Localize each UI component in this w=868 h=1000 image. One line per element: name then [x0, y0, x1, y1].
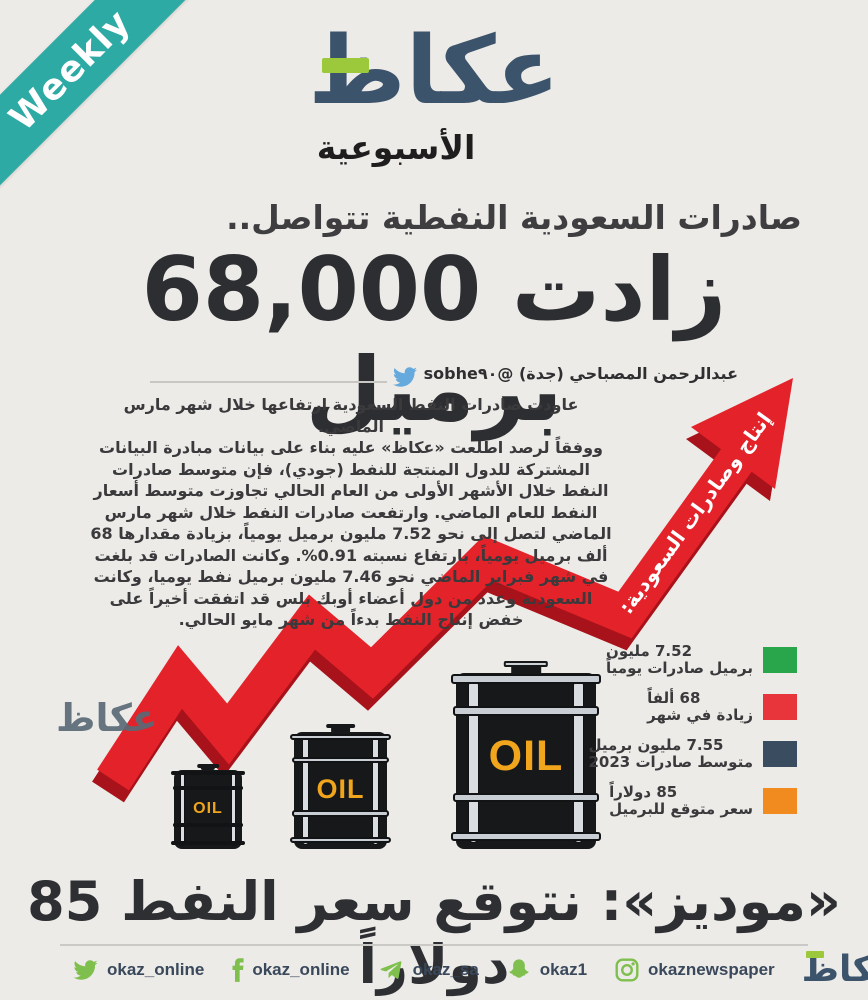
snapchat-icon [509, 959, 529, 978]
legend-value: 7.55 مليون برميل [588, 736, 724, 754]
social-twitter[interactable]: okaz_online [72, 958, 204, 982]
barrel-cap [197, 764, 219, 768]
oil-barrel-medium: OIL [290, 724, 391, 849]
legend-label: سعر متوقع للبرميل [609, 800, 753, 818]
social-handle: okaznewspaper [648, 960, 775, 979]
social-handle: okaz1 [539, 960, 588, 979]
oil-label: OIL [316, 774, 365, 804]
byline: عبدالرحمن المصباحي (جدة) @sobhe٩٠ [424, 364, 738, 383]
social-handle: okaz_sa [412, 960, 479, 979]
logo-green-accent [805, 951, 824, 958]
legend-swatch-green [763, 647, 797, 673]
masthead: عكاظ [0, 22, 868, 122]
main-headline: زادت 68,000 برميل [141, 238, 727, 441]
legend-swatch-red [763, 694, 797, 720]
byline-author: عبدالرحمن المصباحي (جدة) [518, 364, 738, 383]
okaz-logo: عكاظ [308, 17, 560, 126]
oil-barrel-small: OIL [171, 764, 245, 849]
bottom-headline: «موديز»: نتوقع سعر النفط 85 دولاراً [27, 870, 841, 996]
article-body: عاودت صادرات النفط السعودية ارتفاعها خلا… [90, 395, 612, 629]
legend-item-average: 7.55 مليون برميل متوسط صادرات 2023 [588, 736, 797, 771]
legend-value: 85 دولاراً [609, 783, 678, 801]
barrel-cap [503, 661, 549, 667]
oil-label: OIL [488, 732, 564, 781]
legend-value: 68 ألفاً [647, 689, 701, 707]
footer: okaz_online okaz_online okaz_sa okaz1 [72, 950, 868, 990]
byline-divider [150, 381, 387, 383]
legend-item-exports: 7.52 مليون برميل صادرات يومياً [606, 643, 797, 677]
logo-green-accent [322, 58, 369, 73]
barrel-cap [325, 724, 356, 728]
social-handle: okaz_online [107, 960, 205, 979]
legend-label: برميل صادرات يومياً [606, 659, 753, 677]
footer-divider [60, 944, 808, 946]
social-instagram[interactable]: okaznewspaper [614, 957, 775, 983]
edition-label: الأسبوعية [316, 128, 476, 167]
social-handle: okaz_online [252, 960, 350, 979]
oil-barrel-large: OIL [450, 661, 602, 849]
legend-label: متوسط صادرات 2023 [588, 753, 754, 771]
twitter-icon [73, 960, 98, 980]
legend: 7.52 مليون برميل صادرات يومياً 68 ألفاً … [588, 643, 797, 818]
twitter-icon [393, 367, 417, 387]
kicker-headline: صادرات السعودية النفطية تتواصل.. [226, 198, 802, 237]
instagram-icon [615, 958, 639, 982]
legend-item-increase: 68 ألفاً زيادة في شهر [647, 690, 797, 724]
legend-value: 7.52 مليون [606, 642, 693, 660]
social-snapchat[interactable]: okaz1 [506, 957, 587, 983]
social-facebook[interactable]: okaz_online [231, 957, 350, 983]
okaz-footer-logo: عكاظ [801, 949, 868, 990]
byline-handle[interactable]: @sobhe٩٠ [423, 364, 514, 383]
telegram-icon [380, 960, 402, 979]
legend-item-price: 85 دولاراً سعر متوقع للبرميل [609, 784, 797, 818]
oil-label: OIL [193, 799, 223, 817]
trend-arrow-main [97, 378, 793, 791]
legend-label: زيادة في شهر [647, 706, 753, 724]
facebook-icon [232, 958, 244, 982]
legend-swatch-orange [763, 788, 797, 814]
social-telegram[interactable]: okaz_sa [377, 958, 479, 983]
okaz-watermark: عكاظ [56, 696, 158, 740]
legend-swatch-slate [763, 741, 797, 767]
